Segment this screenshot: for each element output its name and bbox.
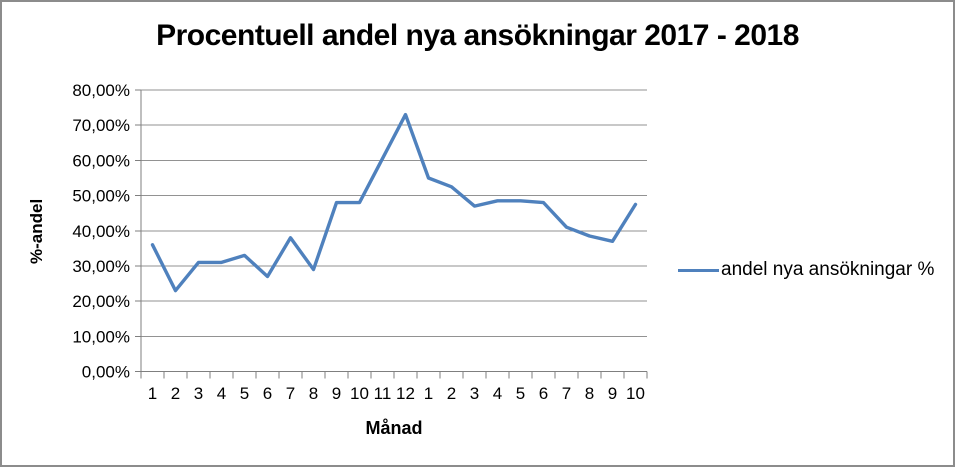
x-tick-label: 4 [217, 384, 226, 403]
x-tick-label: 2 [171, 384, 180, 403]
y-tick-label: 60,00% [72, 151, 130, 170]
chart-title: Procentuell andel nya ansökningar 2017 -… [156, 19, 799, 52]
x-tick-label: 8 [309, 384, 318, 403]
legend-line-swatch [678, 268, 719, 272]
x-tick-label: 5 [516, 384, 525, 403]
x-tick-label: 9 [608, 384, 617, 403]
x-tick-label: 2 [447, 384, 456, 403]
x-tick-label: 1 [148, 384, 157, 403]
x-tick-label: 11 [374, 384, 392, 403]
x-tick-label: 12 [396, 384, 415, 403]
x-tick-label: 3 [470, 384, 479, 403]
y-tick-label: 40,00% [72, 222, 130, 241]
legend-series-label: andel nya ansökningar % [721, 259, 935, 280]
y-tick-label: 0,00% [82, 363, 130, 382]
y-tick-label: 70,00% [72, 116, 130, 135]
y-tick-label: 50,00% [72, 187, 130, 206]
y-tick-label: 10,00% [72, 327, 130, 346]
x-tick-label: 3 [194, 384, 203, 403]
x-tick-label: 6 [263, 384, 272, 403]
y-tick-label: 30,00% [72, 257, 130, 276]
data-series-line [150, 112, 638, 293]
x-tick-label: 1 [424, 384, 433, 403]
y-tick-label: 80,00% [72, 81, 130, 100]
x-axis-title: Månad [365, 418, 423, 438]
y-tick-label: 20,00% [72, 292, 130, 311]
x-tick-label: 10 [626, 384, 645, 403]
legend: andel nya ansökningar % [678, 259, 934, 281]
x-tick-label: 10 [350, 384, 369, 403]
x-tick-label: 5 [240, 384, 249, 403]
x-tick-label: 7 [286, 384, 295, 403]
x-tick-label: 9 [332, 384, 341, 403]
x-tick-label: 6 [539, 384, 548, 403]
x-tick-label: 4 [493, 384, 502, 403]
x-tick-label: 8 [585, 384, 594, 403]
x-tick-label: 7 [562, 384, 571, 403]
